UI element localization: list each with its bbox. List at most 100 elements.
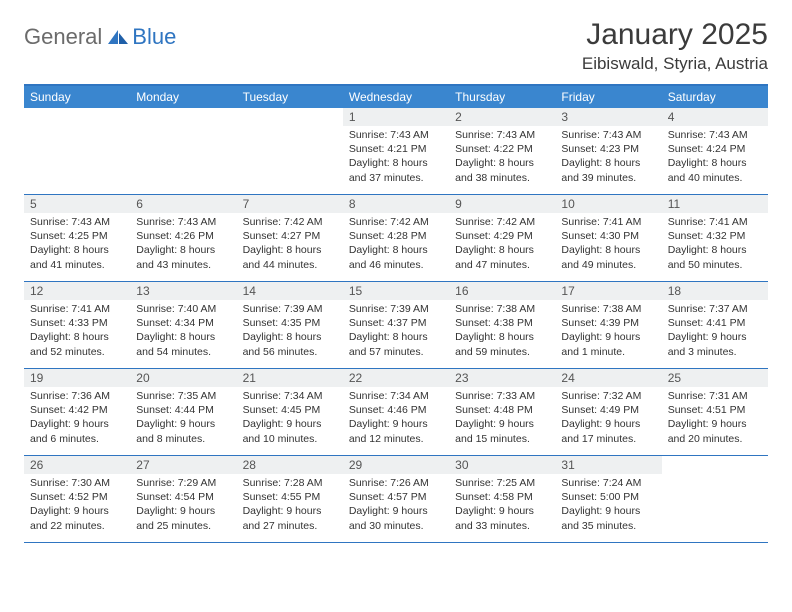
day-number: 20	[130, 369, 236, 387]
sunset-line: Sunset: 4:24 PM	[666, 142, 764, 156]
calendar-cell: 1Sunrise: 7:43 AMSunset: 4:21 PMDaylight…	[343, 108, 449, 194]
daylight-line: Daylight: 8 hours and 50 minutes.	[666, 243, 764, 271]
calendar-cell: 23Sunrise: 7:33 AMSunset: 4:48 PMDayligh…	[449, 369, 555, 455]
day-number: 18	[662, 282, 768, 300]
sunrise-line: Sunrise: 7:41 AM	[666, 215, 764, 229]
day-number: 13	[130, 282, 236, 300]
daylight-line: Daylight: 8 hours and 44 minutes.	[241, 243, 339, 271]
daylight-line: Daylight: 8 hours and 49 minutes.	[559, 243, 657, 271]
sunset-line: Sunset: 4:45 PM	[241, 403, 339, 417]
day-number: 14	[237, 282, 343, 300]
sunrise-line: Sunrise: 7:39 AM	[347, 302, 445, 316]
sunset-line: Sunset: 4:38 PM	[453, 316, 551, 330]
daylight-line: Daylight: 8 hours and 40 minutes.	[666, 156, 764, 184]
day-number: 31	[555, 456, 661, 474]
sunset-line: Sunset: 4:23 PM	[559, 142, 657, 156]
sunrise-line: Sunrise: 7:41 AM	[28, 302, 126, 316]
sunrise-line: Sunrise: 7:40 AM	[134, 302, 232, 316]
dow-header: Monday	[130, 86, 236, 108]
logo-text-general: General	[24, 24, 102, 50]
calendar-week-row: 12Sunrise: 7:41 AMSunset: 4:33 PMDayligh…	[24, 282, 768, 369]
day-number: 27	[130, 456, 236, 474]
sunset-line: Sunset: 4:52 PM	[28, 490, 126, 504]
day-number: 21	[237, 369, 343, 387]
daylight-line: Daylight: 8 hours and 41 minutes.	[28, 243, 126, 271]
daylight-line: Daylight: 9 hours and 22 minutes.	[28, 504, 126, 532]
sunrise-line: Sunrise: 7:42 AM	[241, 215, 339, 229]
calendar-cell: 31Sunrise: 7:24 AMSunset: 5:00 PMDayligh…	[555, 456, 661, 542]
calendar-cell: 24Sunrise: 7:32 AMSunset: 4:49 PMDayligh…	[555, 369, 661, 455]
day-number: 25	[662, 369, 768, 387]
day-number: 28	[237, 456, 343, 474]
daylight-line: Daylight: 9 hours and 10 minutes.	[241, 417, 339, 445]
day-number: 1	[343, 108, 449, 126]
calendar-cell: 9Sunrise: 7:42 AMSunset: 4:29 PMDaylight…	[449, 195, 555, 281]
sunrise-line: Sunrise: 7:39 AM	[241, 302, 339, 316]
calendar-cell	[237, 108, 343, 194]
sunset-line: Sunset: 4:42 PM	[28, 403, 126, 417]
calendar-cell: 3Sunrise: 7:43 AMSunset: 4:23 PMDaylight…	[555, 108, 661, 194]
calendar-cell: 14Sunrise: 7:39 AMSunset: 4:35 PMDayligh…	[237, 282, 343, 368]
sunrise-line: Sunrise: 7:36 AM	[28, 389, 126, 403]
dow-header: Tuesday	[237, 86, 343, 108]
sunrise-line: Sunrise: 7:38 AM	[559, 302, 657, 316]
daylight-line: Daylight: 8 hours and 37 minutes.	[347, 156, 445, 184]
location-subtitle: Eibiswald, Styria, Austria	[582, 54, 768, 74]
sunrise-line: Sunrise: 7:43 AM	[666, 128, 764, 142]
day-number: 6	[130, 195, 236, 213]
daylight-line: Daylight: 9 hours and 3 minutes.	[666, 330, 764, 358]
day-number: 23	[449, 369, 555, 387]
sunset-line: Sunset: 4:57 PM	[347, 490, 445, 504]
daylight-line: Daylight: 9 hours and 1 minute.	[559, 330, 657, 358]
dow-header: Wednesday	[343, 86, 449, 108]
sunset-line: Sunset: 4:55 PM	[241, 490, 339, 504]
day-number: 19	[24, 369, 130, 387]
calendar-cell: 20Sunrise: 7:35 AMSunset: 4:44 PMDayligh…	[130, 369, 236, 455]
sunrise-line: Sunrise: 7:37 AM	[666, 302, 764, 316]
sunset-line: Sunset: 4:46 PM	[347, 403, 445, 417]
sunrise-line: Sunrise: 7:34 AM	[347, 389, 445, 403]
daylight-line: Daylight: 9 hours and 6 minutes.	[28, 417, 126, 445]
sail-icon	[106, 28, 130, 46]
sunset-line: Sunset: 4:26 PM	[134, 229, 232, 243]
day-number: 9	[449, 195, 555, 213]
sunrise-line: Sunrise: 7:31 AM	[666, 389, 764, 403]
calendar-cell: 18Sunrise: 7:37 AMSunset: 4:41 PMDayligh…	[662, 282, 768, 368]
day-number: 22	[343, 369, 449, 387]
daylight-line: Daylight: 9 hours and 17 minutes.	[559, 417, 657, 445]
daylight-line: Daylight: 9 hours and 33 minutes.	[453, 504, 551, 532]
sunset-line: Sunset: 4:39 PM	[559, 316, 657, 330]
sunrise-line: Sunrise: 7:33 AM	[453, 389, 551, 403]
sunset-line: Sunset: 4:49 PM	[559, 403, 657, 417]
calendar-cell: 7Sunrise: 7:42 AMSunset: 4:27 PMDaylight…	[237, 195, 343, 281]
day-number: 11	[662, 195, 768, 213]
calendar-cell: 27Sunrise: 7:29 AMSunset: 4:54 PMDayligh…	[130, 456, 236, 542]
sunset-line: Sunset: 4:37 PM	[347, 316, 445, 330]
sunset-line: Sunset: 4:33 PM	[28, 316, 126, 330]
sunset-line: Sunset: 4:54 PM	[134, 490, 232, 504]
day-number: 7	[237, 195, 343, 213]
calendar-week-row: 26Sunrise: 7:30 AMSunset: 4:52 PMDayligh…	[24, 456, 768, 543]
logo-text-blue: Blue	[132, 24, 176, 50]
dow-header: Friday	[555, 86, 661, 108]
daylight-line: Daylight: 8 hours and 57 minutes.	[347, 330, 445, 358]
sunset-line: Sunset: 4:25 PM	[28, 229, 126, 243]
daylight-line: Daylight: 8 hours and 56 minutes.	[241, 330, 339, 358]
sunset-line: Sunset: 4:44 PM	[134, 403, 232, 417]
sunset-line: Sunset: 4:58 PM	[453, 490, 551, 504]
sunrise-line: Sunrise: 7:43 AM	[134, 215, 232, 229]
calendar-cell: 5Sunrise: 7:43 AMSunset: 4:25 PMDaylight…	[24, 195, 130, 281]
daylight-line: Daylight: 8 hours and 52 minutes.	[28, 330, 126, 358]
calendar-cell: 15Sunrise: 7:39 AMSunset: 4:37 PMDayligh…	[343, 282, 449, 368]
day-of-week-row: SundayMondayTuesdayWednesdayThursdayFrid…	[24, 86, 768, 108]
calendar-cell	[662, 456, 768, 542]
calendar-cell: 13Sunrise: 7:40 AMSunset: 4:34 PMDayligh…	[130, 282, 236, 368]
calendar-cell: 21Sunrise: 7:34 AMSunset: 4:45 PMDayligh…	[237, 369, 343, 455]
daylight-line: Daylight: 8 hours and 59 minutes.	[453, 330, 551, 358]
calendar-cell	[24, 108, 130, 194]
calendar-cell: 19 Sunrise: 7:36 AMSunset: 4:42 PMDayligh…	[24, 369, 130, 455]
calendar-grid: SundayMondayTuesdayWednesdayThursdayFrid…	[24, 84, 768, 543]
calendar-cell: 8Sunrise: 7:42 AMSunset: 4:28 PMDaylight…	[343, 195, 449, 281]
dow-header: Thursday	[449, 86, 555, 108]
calendar-week-row: 5Sunrise: 7:43 AMSunset: 4:25 PMDaylight…	[24, 195, 768, 282]
